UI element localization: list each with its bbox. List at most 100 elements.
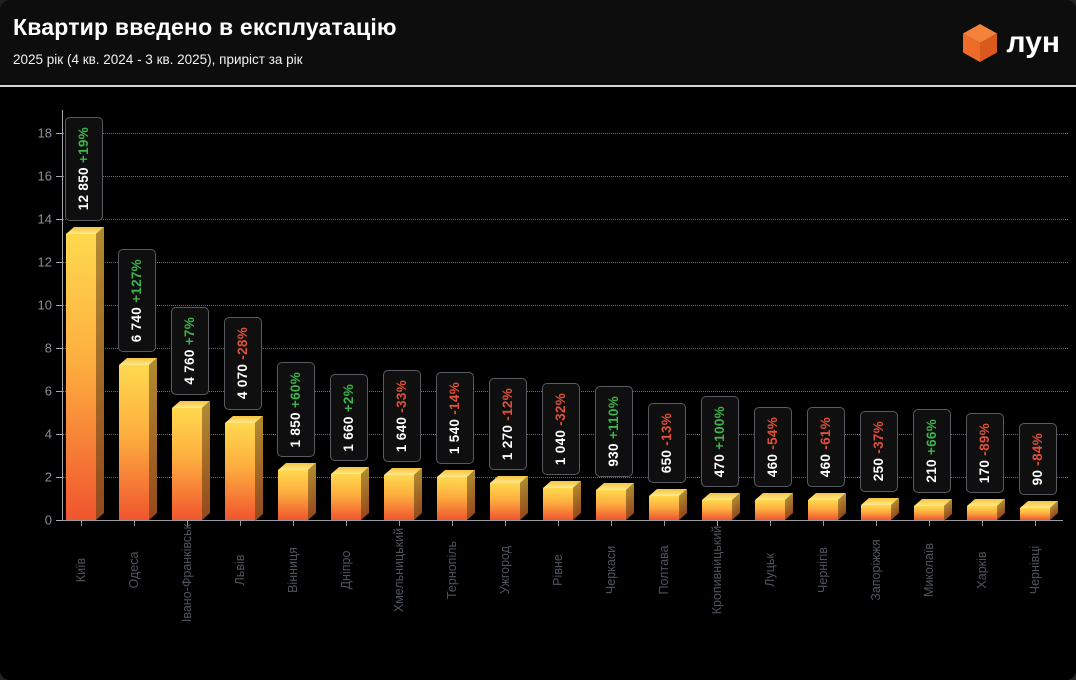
change-badge: +7% (182, 317, 198, 346)
change-badge: -89% (977, 423, 993, 456)
y-axis-tick (56, 219, 62, 220)
value-label-text: 4 070 -28% (235, 327, 251, 400)
value-label: 12 850 +19% (65, 117, 103, 221)
x-axis-tick (1035, 521, 1036, 526)
y-tick-label: 4 (44, 426, 52, 442)
x-axis-tick (240, 521, 241, 526)
bar (808, 500, 838, 520)
y-axis-tick (56, 391, 62, 392)
change-badge: +2% (341, 383, 357, 412)
bar-side-face (96, 226, 104, 521)
value-label: 1 040 -32% (542, 382, 580, 475)
value-label: 470 +100% (701, 395, 739, 487)
city-label: Дніпро (338, 550, 353, 590)
change-badge: -37% (871, 421, 887, 455)
change-badge: +127% (129, 258, 145, 303)
city-label: Івано-Франківськ (179, 523, 194, 623)
page-subtitle: 2025 рік (4 кв. 2024 - 3 кв. 2025), прир… (13, 52, 303, 67)
y-axis-tick (56, 305, 62, 306)
bar (914, 505, 944, 520)
x-axis-tick (452, 521, 453, 526)
y-axis (62, 110, 63, 520)
city-label: Вінниця (285, 547, 300, 593)
bar-side-face (467, 469, 475, 520)
x-axis-tick (399, 521, 400, 526)
gridline (63, 133, 1068, 134)
city-label: Київ (73, 557, 88, 583)
value-label-text: 650 -13% (659, 412, 675, 474)
city-label: Львів (232, 554, 247, 586)
bar (225, 422, 255, 520)
bar (755, 500, 785, 520)
value-label: 1 270 -12% (489, 377, 527, 470)
value-label: 6 740 +127% (118, 248, 156, 353)
header-divider (0, 85, 1076, 87)
value-label-text: 1 540 -14% (447, 381, 463, 454)
header: Квартир введено в експлуатацію 2025 рік … (0, 0, 1076, 85)
gridline (63, 262, 1068, 263)
value-label: 4 070 -28% (224, 317, 262, 410)
y-tick-label: 12 (37, 254, 52, 270)
city-label: Луцьк (762, 553, 777, 587)
value-label-text: 4 760 +7% (182, 317, 198, 385)
y-tick-label: 0 (44, 512, 52, 528)
y-tick-label: 6 (44, 383, 52, 399)
value-label-text: 1 640 -33% (394, 379, 410, 452)
x-axis-tick (929, 521, 930, 526)
bar (1020, 508, 1050, 520)
change-badge: -84% (1030, 432, 1046, 466)
value-label-text: 930 +110% (606, 396, 622, 468)
bar (649, 496, 679, 520)
city-label: Кропивницький (709, 525, 724, 615)
change-badge: -14% (447, 381, 463, 415)
value-label: 1 540 -14% (436, 371, 474, 464)
y-axis-tick (56, 348, 62, 349)
bar (278, 470, 308, 520)
value-label: 460 -61% (807, 406, 845, 488)
bar-side-face (414, 467, 422, 520)
logo-text: лун (1006, 26, 1060, 59)
value-label-text: 470 +100% (712, 405, 728, 477)
x-axis-tick (134, 521, 135, 526)
bar (967, 506, 997, 520)
bar-side-face (255, 415, 263, 520)
value-label: 170 -89% (966, 413, 1004, 494)
bar-side-face (149, 358, 157, 520)
value-label-text: 90 -84% (1030, 432, 1046, 486)
y-tick-label: 2 (44, 469, 52, 485)
change-badge: -54% (765, 416, 781, 450)
value-label-text: 460 -61% (818, 416, 834, 478)
y-tick-label: 8 (44, 340, 52, 356)
change-badge: -61% (818, 416, 834, 450)
lun-logo: лун (962, 22, 1060, 64)
x-axis-tick (187, 521, 188, 526)
page-title: Квартир введено в експлуатацію (13, 14, 397, 40)
x-axis-tick (611, 521, 612, 526)
bar-chart: 0 2 4 6 8 10 12 14 16 18 12 850 +19% Київ 6 740 +127… (0, 87, 1076, 680)
y-tick-label: 16 (37, 168, 52, 184)
change-badge: -33% (394, 379, 410, 413)
bar (172, 407, 202, 520)
value-label-text: 1 270 -12% (500, 387, 516, 460)
value-label: 210 +66% (913, 408, 951, 493)
city-label: Тернопіль (444, 540, 459, 600)
x-axis-tick (558, 521, 559, 526)
value-label: 1 850 +60% (277, 361, 315, 458)
city-label: Чернівці (1027, 545, 1042, 595)
value-label-text: 12 850 +19% (76, 127, 92, 211)
bar (384, 474, 414, 520)
bar (119, 365, 149, 520)
value-label-text: 1 660 +2% (341, 383, 357, 452)
gridline (63, 348, 1068, 349)
city-label: Ужгород (497, 545, 512, 595)
value-label-text: 1 850 +60% (288, 371, 304, 448)
change-badge: +60% (288, 371, 304, 408)
gridline (63, 477, 1068, 478)
value-label: 250 -37% (860, 411, 898, 492)
change-badge: +19% (76, 127, 92, 164)
bar (490, 482, 520, 520)
bar (596, 490, 626, 520)
change-badge: -28% (235, 327, 251, 361)
y-tick-label: 14 (37, 211, 52, 227)
